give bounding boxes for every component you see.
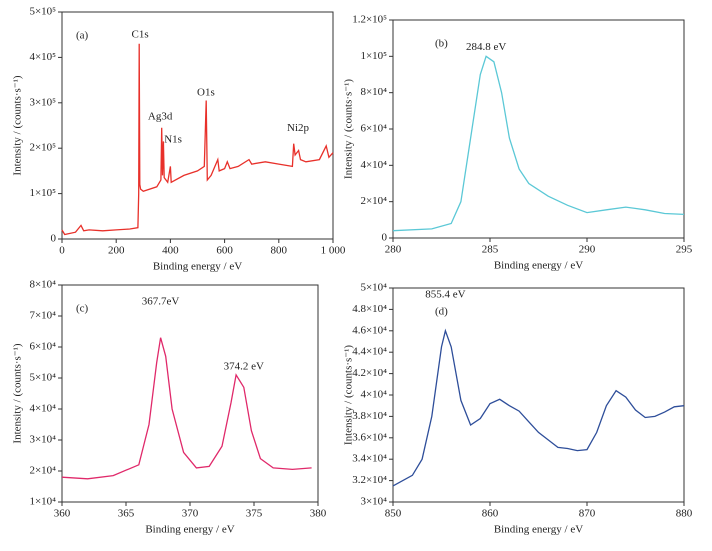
spectrum-line bbox=[61, 337, 312, 480]
peak-annotation: 284.8 eV bbox=[466, 41, 506, 53]
y-tick-label: 2×10⁴ bbox=[29, 465, 56, 477]
y-tick-label: 4×10⁴ bbox=[360, 159, 387, 171]
panel-label: (c) bbox=[76, 303, 89, 315]
panel-label: (b) bbox=[435, 38, 448, 50]
x-tick-label: 800 bbox=[271, 245, 288, 257]
y-tick-label: 1×10⁵ bbox=[360, 50, 387, 62]
peak-annotation: Ni2p bbox=[287, 122, 310, 134]
x-tick-label: 880 bbox=[676, 508, 693, 520]
x-tick-label: 850 bbox=[385, 508, 402, 520]
y-tick-label: 4.4×10⁴ bbox=[352, 346, 387, 358]
y-tick-label: 3×10⁴ bbox=[360, 496, 387, 508]
peak-annotation: N1s bbox=[164, 134, 182, 146]
plot-frame bbox=[392, 19, 685, 239]
plot-frame bbox=[392, 287, 685, 503]
x-tick-label: 870 bbox=[579, 508, 596, 520]
x-tick-label: 280 bbox=[385, 244, 402, 256]
y-tick-label: 3×10⁵ bbox=[29, 96, 56, 108]
x-tick-label: 380 bbox=[310, 508, 327, 520]
y-tick-label: 5×10⁴ bbox=[360, 282, 387, 294]
peak-annotation: C1s bbox=[131, 29, 148, 41]
y-tick-label: 2×10⁴ bbox=[360, 195, 387, 207]
x-tick-label: 200 bbox=[108, 245, 125, 257]
x-tick-label: 285 bbox=[482, 244, 499, 256]
y-tick-label: 6×10⁴ bbox=[29, 341, 56, 353]
y-tick-label: 4.8×10⁴ bbox=[352, 303, 387, 315]
x-axis-label: Binding energy / eV bbox=[494, 524, 583, 536]
y-tick-label: 4.2×10⁴ bbox=[352, 367, 387, 379]
y-tick-label: 3.4×10⁴ bbox=[352, 453, 387, 465]
y-axis-label: Intensity / (counts·s⁻¹) bbox=[343, 79, 355, 179]
x-tick-label: 860 bbox=[482, 508, 499, 520]
peak-annotation: 374.2 eV bbox=[224, 361, 264, 373]
plot-frame bbox=[61, 11, 334, 240]
y-tick-label: 1×10⁵ bbox=[29, 187, 56, 199]
x-tick-label: 0 bbox=[59, 245, 65, 257]
spectrum-line bbox=[392, 328, 685, 487]
y-axis-label: Intensity / (counts·s⁻¹) bbox=[343, 345, 355, 445]
x-axis-label: Binding energy / eV bbox=[494, 260, 583, 272]
y-tick-label: 6×10⁴ bbox=[360, 123, 387, 135]
x-tick-label: 295 bbox=[676, 244, 693, 256]
plot-frame bbox=[61, 284, 319, 503]
y-tick-label: 0 bbox=[382, 232, 388, 244]
y-axis-label: Intensity / (counts·s⁻¹) bbox=[12, 343, 24, 443]
y-tick-label: 0 bbox=[51, 233, 57, 245]
y-tick-label: 3×10⁴ bbox=[29, 434, 56, 446]
peak-annotation: 855.4 eV bbox=[425, 288, 465, 300]
y-tick-label: 4×10⁵ bbox=[29, 51, 56, 63]
y-tick-label: 5×10⁴ bbox=[29, 372, 56, 384]
y-tick-label: 3.8×10⁴ bbox=[352, 410, 387, 422]
peak-annotation: O1s bbox=[197, 86, 215, 98]
x-tick-label: 360 bbox=[54, 508, 71, 520]
spectrum-line bbox=[61, 43, 334, 236]
y-tick-label: 7×10⁴ bbox=[29, 310, 56, 322]
y-tick-label: 8×10⁴ bbox=[360, 86, 387, 98]
x-tick-label: 1 000 bbox=[321, 245, 346, 257]
panel-label: (d) bbox=[435, 306, 448, 318]
y-tick-label: 1×10⁴ bbox=[29, 496, 56, 508]
y-tick-label: 3.2×10⁴ bbox=[352, 474, 387, 486]
panel-label: (a) bbox=[76, 30, 89, 42]
y-axis-label: Intensity / (counts·s⁻¹) bbox=[12, 75, 24, 175]
y-tick-label: 1.2×10⁵ bbox=[352, 14, 387, 26]
x-tick-label: 365 bbox=[118, 508, 135, 520]
y-tick-label: 3.6×10⁴ bbox=[352, 431, 387, 443]
x-axis-label: Binding energy / eV bbox=[153, 261, 242, 273]
y-tick-label: 4×10⁴ bbox=[360, 389, 387, 401]
x-tick-label: 600 bbox=[216, 245, 233, 257]
y-tick-label: 8×10⁴ bbox=[29, 279, 56, 291]
x-tick-label: 375 bbox=[246, 508, 263, 520]
peak-annotation: Ag3d bbox=[148, 110, 173, 122]
y-tick-label: 5×10⁵ bbox=[29, 6, 56, 18]
x-tick-label: 290 bbox=[579, 244, 596, 256]
y-tick-label: 4×10⁴ bbox=[29, 403, 56, 415]
spectrum-line bbox=[392, 55, 685, 232]
y-tick-label: 2×10⁵ bbox=[29, 142, 56, 154]
y-tick-label: 4.6×10⁴ bbox=[352, 324, 387, 336]
x-tick-label: 400 bbox=[162, 245, 179, 257]
x-axis-label: Binding energy / eV bbox=[145, 524, 234, 536]
peak-annotation: 367.7eV bbox=[142, 296, 180, 308]
x-tick-label: 370 bbox=[182, 508, 199, 520]
